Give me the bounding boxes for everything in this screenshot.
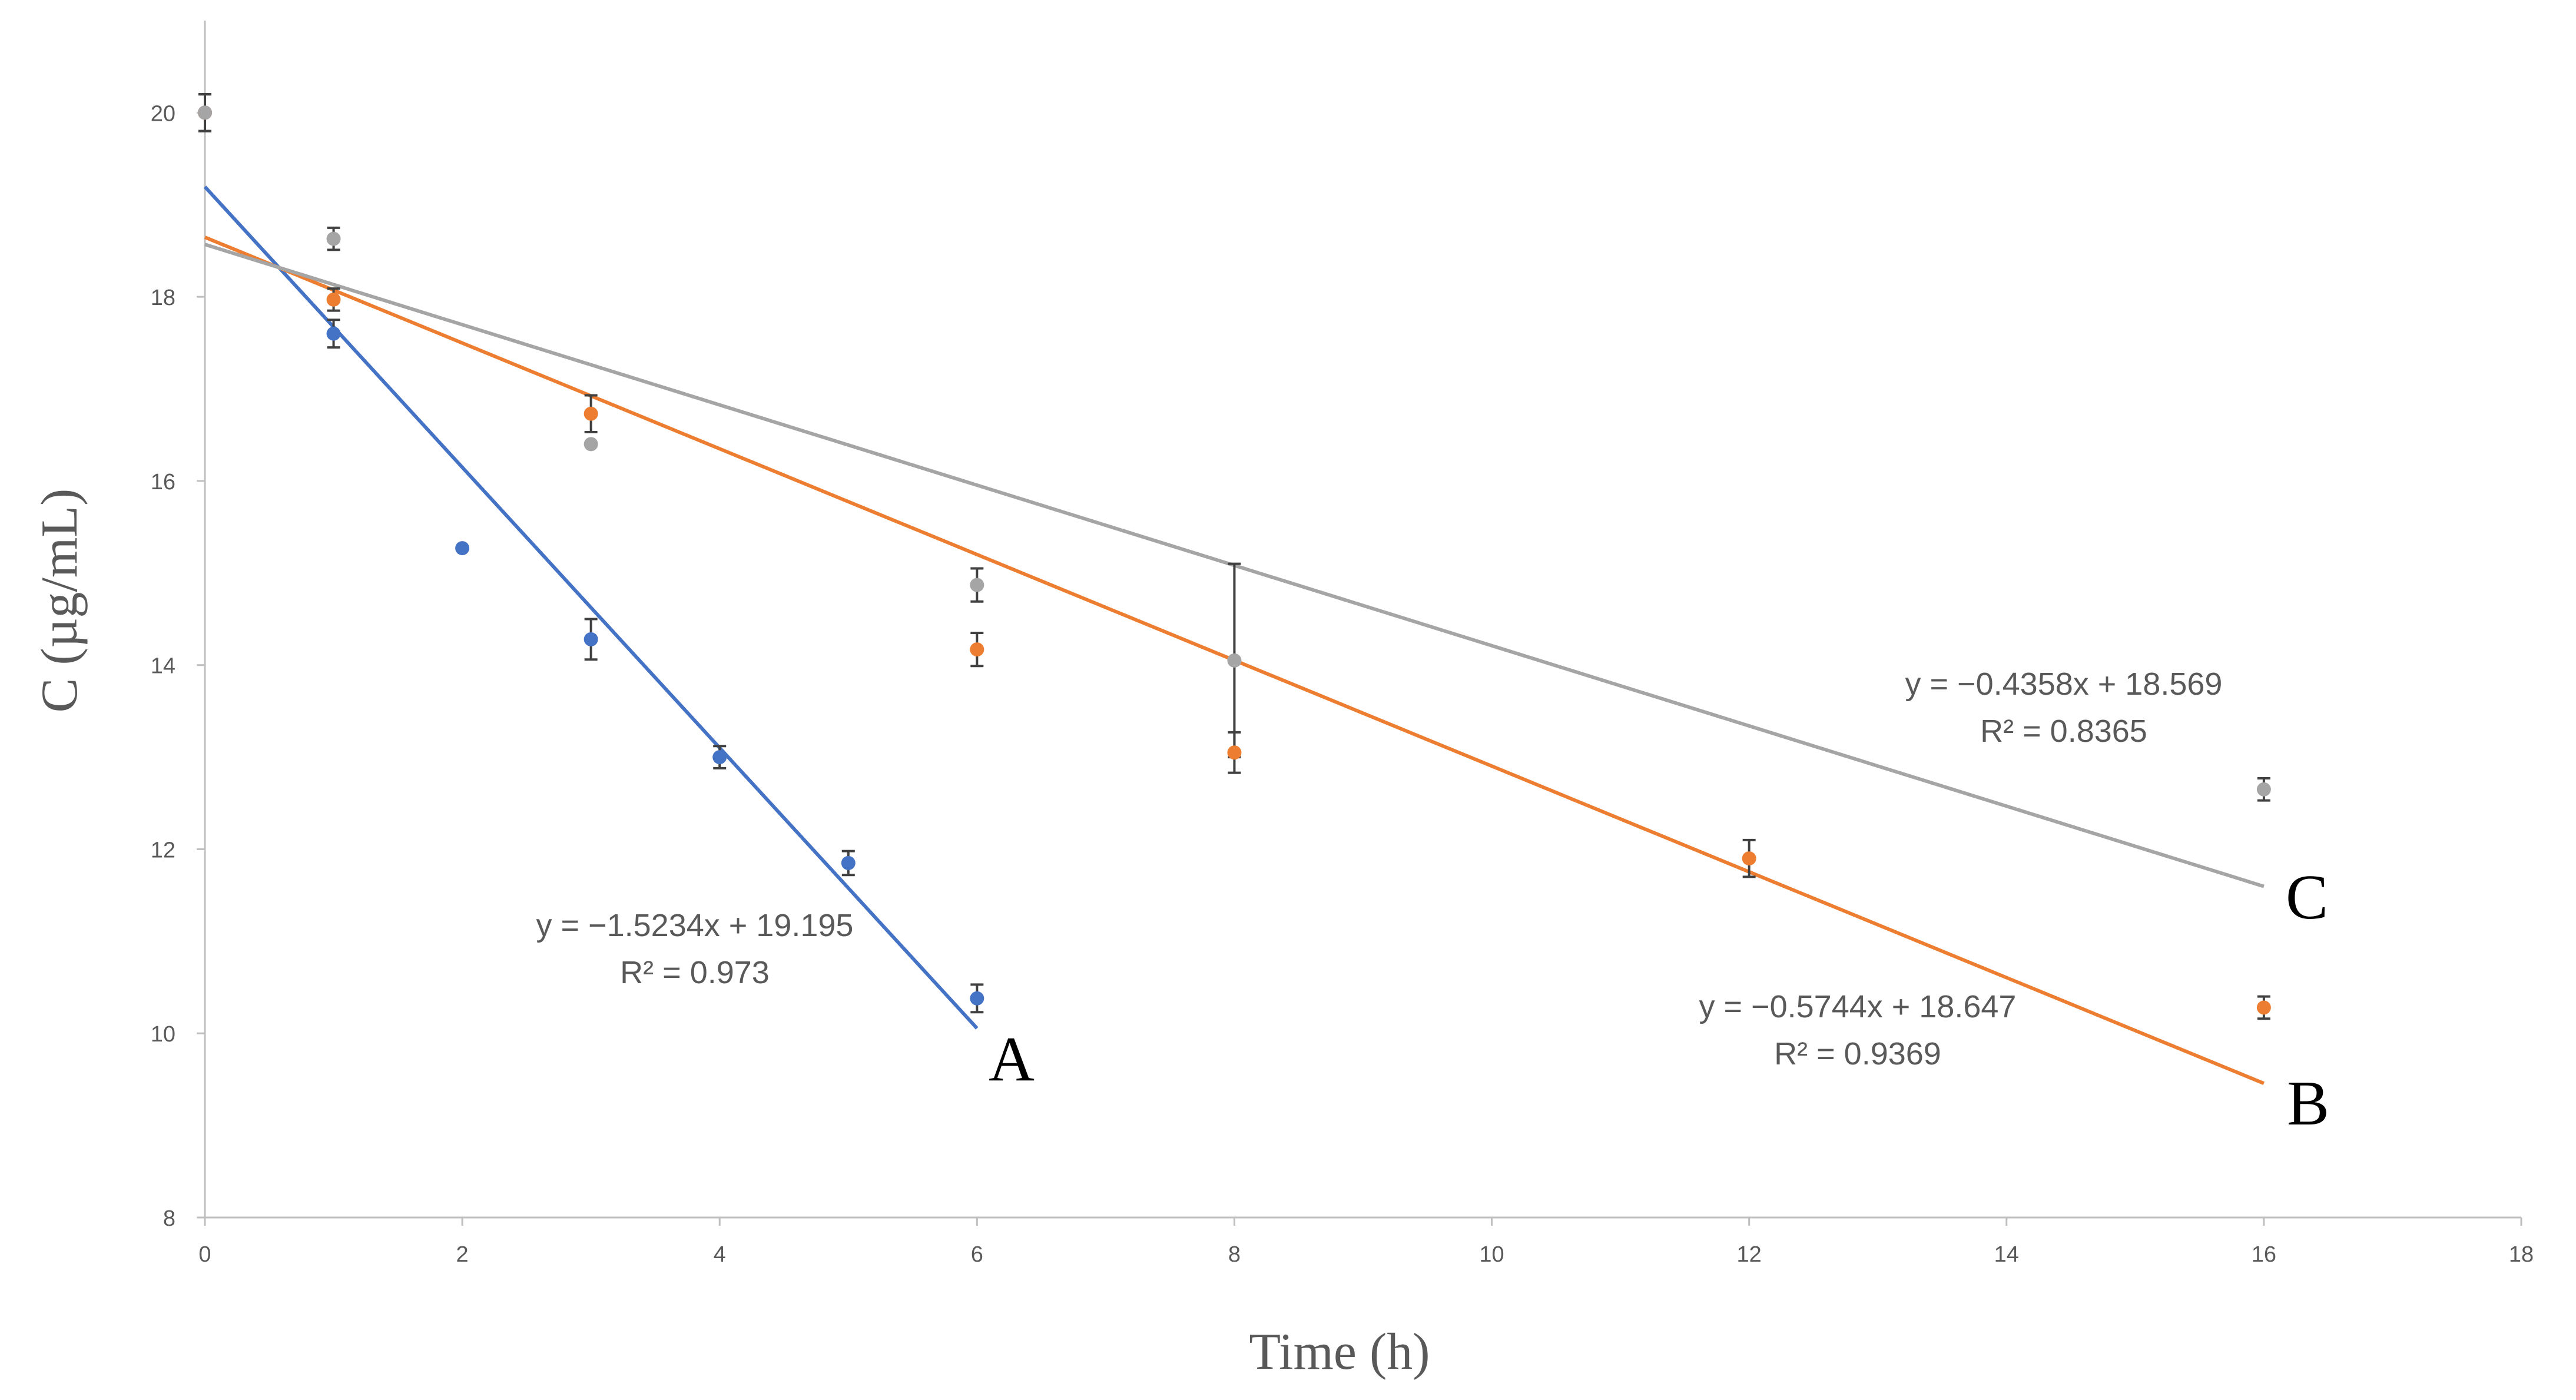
data-point-c [970, 578, 984, 592]
y-tick-label: 20 [151, 101, 175, 126]
series-label-a: A [989, 1024, 1035, 1094]
data-point-a [970, 991, 984, 1006]
x-tick-label: 10 [1479, 1242, 1504, 1267]
y-tick-label: 16 [151, 470, 175, 495]
data-point-a [326, 326, 341, 341]
trendline-a [203, 185, 979, 1030]
data-point-b [584, 406, 598, 421]
x-axis-title: Time (h) [1249, 1323, 1430, 1381]
y-tick-label: 10 [151, 1022, 175, 1047]
r-squared-b: R² = 0.9369 [1774, 1036, 1941, 1071]
data-point-b [1742, 851, 1756, 866]
data-point-b [326, 292, 341, 307]
trendline-equation-a: y = −1.5234x + 19.195 [536, 908, 854, 943]
data-point-c [198, 105, 212, 120]
x-tick-label: 4 [714, 1242, 726, 1267]
x-tick-label: 8 [1228, 1242, 1241, 1267]
x-tick-label: 16 [2252, 1242, 2276, 1267]
x-tick-label: 12 [1737, 1242, 1762, 1267]
annotations: y = −1.5234x + 19.195 R² = 0.973 Ay = −0.5… [536, 666, 2330, 1139]
data-point-a [841, 855, 856, 870]
data-point-b [1227, 745, 1242, 760]
series-label-b: B [2287, 1069, 2329, 1139]
error-bars [198, 93, 2270, 1020]
x-tick-label: 14 [1994, 1242, 2019, 1267]
data-point-a [712, 750, 727, 765]
data-point-a [455, 541, 470, 556]
data-point-c [2256, 782, 2271, 797]
trendline-equation-b: y = −0.5744x + 18.647 [1699, 989, 2017, 1024]
x-tick-label: 18 [2509, 1242, 2534, 1267]
x-tick-label: 6 [971, 1242, 983, 1267]
data-point-a [584, 632, 598, 646]
data-point-c [326, 231, 341, 246]
data-point-c [1227, 653, 1242, 668]
y-tick-label: 8 [163, 1206, 175, 1231]
r-squared-a: R² = 0.973 [620, 955, 770, 990]
x-tick-label: 0 [198, 1242, 211, 1267]
y-tick-label: 14 [151, 654, 175, 679]
data-point-b [2256, 1000, 2271, 1015]
data-points [198, 105, 2271, 1015]
trendline-equation-c: y = −0.4358x + 18.569 [1905, 666, 2223, 702]
y-axis-title: C (µg/mL) [31, 489, 88, 713]
r-squared-c: R² = 0.8365 [1980, 714, 2147, 749]
data-point-b [970, 642, 984, 657]
y-tick-label: 12 [151, 838, 175, 862]
x-tick-label: 2 [456, 1242, 469, 1267]
y-tick-label: 18 [151, 286, 175, 310]
series-label-c: C [2286, 862, 2328, 933]
axes: 0 2 4 6 8 10 12 14 16 18 8 10 12 14 16 18 20 [151, 21, 2534, 1267]
data-point-c [584, 437, 598, 452]
